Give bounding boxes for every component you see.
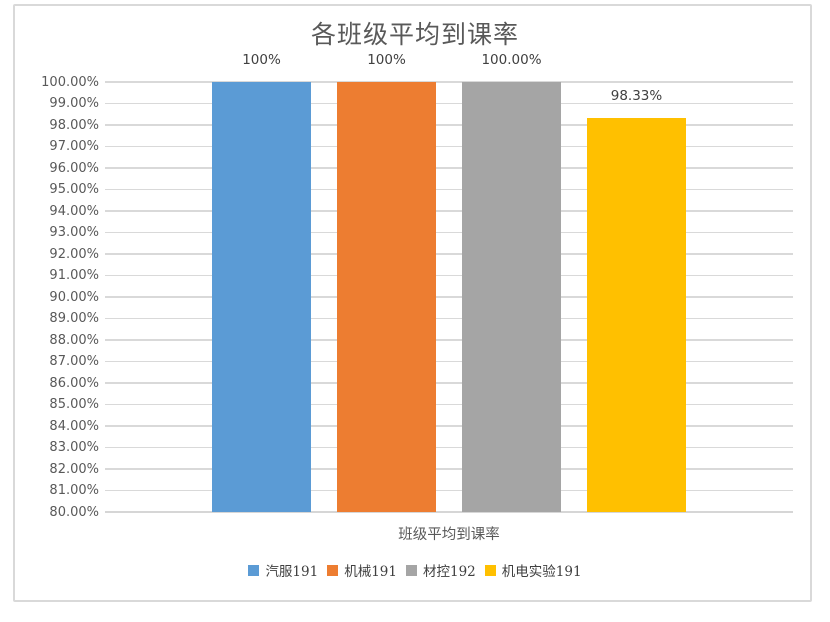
y-tick-label: 84.00% [49, 418, 99, 434]
bar-材控192 [462, 82, 561, 512]
gridline [105, 489, 793, 492]
data-label: 100% [367, 52, 406, 68]
y-tick-label: 98.00% [49, 117, 99, 133]
y-tick-label: 92.00% [49, 246, 99, 262]
y-tick-label: 83.00% [49, 440, 99, 455]
gridline [105, 81, 793, 83]
legend: 汽服191 机械191 材控192 机电实验191 [0, 560, 830, 580]
y-tick-label: 87.00% [49, 354, 99, 369]
y-tick-label: 93.00% [49, 225, 99, 240]
legend-swatch-icon [484, 564, 496, 576]
data-label: 100% [242, 52, 281, 68]
data-label: 98.33% [610, 87, 663, 104]
gridline [105, 339, 793, 341]
y-tick-label: 88.00% [49, 332, 99, 348]
legend-item-机电实验191: 机电实验191 [484, 560, 582, 580]
y-tick-label: 96.00% [49, 160, 99, 176]
gridline [105, 425, 793, 427]
gridline [105, 102, 793, 105]
y-tick-label: 81.00% [49, 483, 99, 498]
y-tick-label: 97.00% [49, 139, 99, 154]
gridline [105, 231, 793, 234]
bar-机电实验191 [587, 117, 686, 512]
y-tick-label: 89.00% [49, 311, 99, 326]
gridline [105, 167, 793, 169]
gridline [105, 253, 793, 255]
data-label: 100.00% [481, 52, 542, 68]
gridline [105, 468, 793, 470]
bar-机械191 [337, 82, 436, 512]
legend-label: 机械191 [344, 564, 397, 580]
x-axis-title: 班级平均到课率 [398, 527, 500, 543]
bar-汽服191 [212, 82, 311, 512]
gridline [105, 360, 793, 363]
y-tick-label: 85.00% [49, 397, 99, 412]
legend-item-机械191: 机械191 [327, 560, 397, 580]
legend-swatch-icon [327, 564, 339, 576]
gridline [105, 446, 793, 449]
x-axis-line [105, 511, 793, 514]
y-tick-label: 80.00% [49, 504, 99, 520]
gridline [105, 145, 793, 148]
legend-swatch-icon [248, 564, 260, 576]
legend-label: 汽服191 [265, 564, 319, 580]
legend-label: 机电实验191 [501, 564, 582, 580]
y-tick-label: 82.00% [49, 461, 99, 477]
y-tick-label: 99.00% [49, 96, 99, 111]
legend-item-汽服191: 汽服191 [248, 560, 318, 580]
legend-swatch-icon [406, 564, 417, 576]
gridline [105, 403, 793, 406]
y-tick-label: 86.00% [49, 375, 99, 391]
y-tick-label: 95.00% [49, 182, 99, 197]
y-tick-label: 91.00% [49, 268, 99, 283]
gridline [105, 274, 793, 277]
gridline [105, 296, 793, 298]
gridline [105, 382, 793, 384]
chart-title: 各班级平均到课率 [310, 20, 519, 49]
legend-label: 材控192 [423, 564, 476, 580]
gridline [105, 317, 793, 320]
y-tick-label: 94.00% [49, 203, 99, 219]
legend-item-材控192: 材控192 [406, 560, 476, 580]
gridline [105, 124, 793, 126]
gridline [105, 188, 793, 191]
gridline [105, 210, 793, 212]
y-tick-label: 100.00% [41, 74, 99, 90]
y-tick-label: 90.00% [49, 289, 99, 305]
